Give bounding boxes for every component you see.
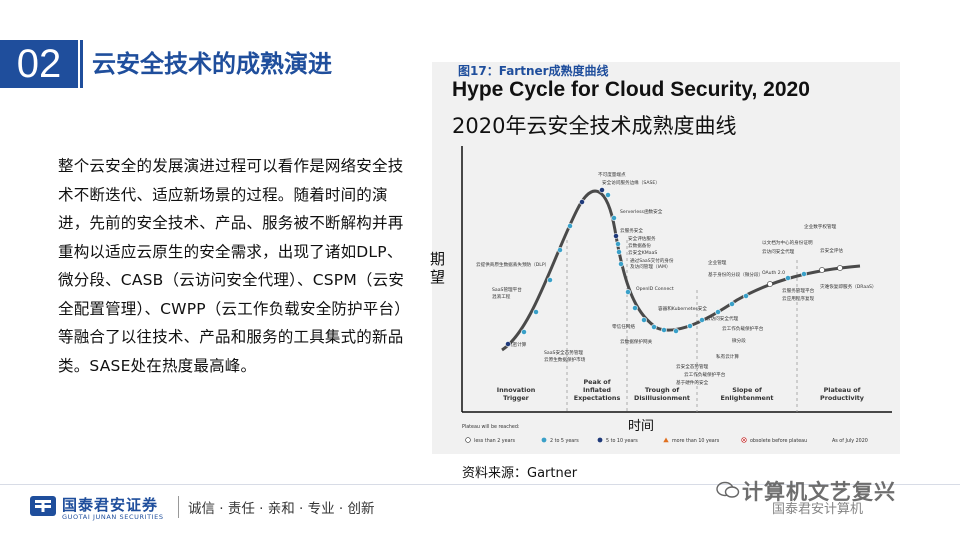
tech-label: 私有云计算 <box>716 353 739 360</box>
footer-slogan: 诚信 · 责任 · 亲和 · 专业 · 创新 <box>188 501 375 517</box>
hype-cycle-diagram: 不可度量端点 安全访问服务边缘（SASE） Serverless函数安全 云服务… <box>461 146 892 444</box>
tech-label: OAuth 2.0 <box>762 270 785 276</box>
tech-label: 企业管理 <box>708 259 727 266</box>
tech-label: 零信任网络 <box>612 323 635 330</box>
section-number: 02 <box>0 40 78 88</box>
section-divider <box>80 40 83 88</box>
tech-label: 云数据备份 <box>628 242 651 249</box>
x-axis-label: 时间 <box>628 419 655 434</box>
tech-label: 云服务管理平台 <box>782 287 815 294</box>
legend-label: 5 to 10 years <box>606 438 638 444</box>
tech-label: 云工作负载保护平台 <box>722 325 764 332</box>
tech-label: 云工作负载保护平台 <box>684 371 726 378</box>
tech-markers <box>505 187 843 347</box>
phase-label: Expectations <box>574 394 621 402</box>
phase-label: Innovation <box>497 386 536 394</box>
wechat-icon <box>716 481 740 498</box>
figure-source: 资料来源：Gartner <box>462 466 578 481</box>
tech-label: SaaS安全态势管理 <box>544 349 583 356</box>
hype-curve <box>501 189 861 352</box>
tech-label: 云原生数据保护市场 <box>544 356 586 363</box>
tech-label: 不可度量端点 <box>598 171 626 178</box>
legend: less than 2 years 2 to 5 years 5 to 10 y… <box>465 437 868 444</box>
tech-label: 云提供商原生数据丢失预防（DLP） <box>476 261 549 268</box>
phase-separators <box>566 240 798 412</box>
tech-label: SaaS管理平台 <box>492 286 522 293</box>
watermark-sub: 国泰君安计算机 <box>772 502 864 517</box>
tech-label: 微分段 <box>732 337 746 344</box>
phase-label: Productivity <box>820 394 865 402</box>
tech-label: 云数据保护网关 <box>620 338 653 345</box>
tech-label: 基于身份的分段（微分段） <box>708 271 763 278</box>
tech-label: 安全访问服务边缘（SASE） <box>602 179 660 186</box>
phase-label: Inflated <box>583 386 611 394</box>
watermark: 计算机文艺复兴 <box>742 480 896 504</box>
legend-marker <box>597 437 603 443</box>
company-logo-icon <box>30 496 56 516</box>
legend-marker <box>541 437 547 443</box>
body-paragraph: 整个云安全的发展演进过程可以看作是网络安全技术不断迭代、适应新场景的过程。随着时… <box>58 157 405 375</box>
tech-label: OpenID Connect <box>636 286 674 292</box>
legend-label: more than 10 years <box>672 438 720 444</box>
legend-marker <box>663 437 669 443</box>
footer-divider <box>0 484 960 485</box>
as-of-label: As of July 2020 <box>832 438 868 444</box>
phase-label: Peak of <box>584 378 611 386</box>
company-name-cn: 国泰君安证券 <box>62 496 159 514</box>
legend-heading: Plateau will be reached: <box>462 424 520 430</box>
legend-label: obsolete before plateau <box>750 438 807 444</box>
tech-label: 云安全评估 <box>820 247 843 254</box>
tech-label: 基于硬件的安全 <box>676 379 709 386</box>
figure-panel <box>432 62 900 454</box>
legend-label: less than 2 years <box>474 438 516 444</box>
figure-caption: 图17：Fartner成熟度曲线 <box>458 64 609 78</box>
tech-label: 安全评估服务 <box>628 235 656 242</box>
tech-label: 企业数字权管理 <box>804 223 837 230</box>
tech-label: 云安全态势管理 <box>676 363 709 370</box>
tech-label: 通过SaaS交付的身份 <box>630 257 674 264</box>
y-axis-label: 期望 <box>430 250 446 286</box>
tech-label: 混淆工程 <box>492 293 511 300</box>
tech-label: Serverless函数安全 <box>620 208 663 215</box>
tech-label: 及访问管理（IAM） <box>630 263 671 270</box>
tech-label: 容器和Kubernetes安全 <box>658 305 707 312</box>
tech-label: 云访问安全代理 <box>762 248 795 255</box>
legend-marker <box>465 437 471 443</box>
phase-label: Slope of <box>732 386 762 394</box>
phase-label: Disillusionment <box>634 394 690 402</box>
figure-title-cn: 2020年云安全技术成熟度曲线 <box>452 114 737 138</box>
company-name-en: GUOTAI JUNAN SECURITIES <box>62 513 164 521</box>
tech-label: 云服务安全 <box>620 227 643 234</box>
phase-label: Trough of <box>645 386 679 394</box>
phase-label: Plateau of <box>824 386 861 394</box>
footer-separator <box>178 496 179 518</box>
tech-label: 以文档为中心的身份证明 <box>762 239 813 246</box>
section-title: 云安全技术的成熟演进 <box>92 50 332 78</box>
tech-label: 云应用程序复现 <box>782 295 815 302</box>
tech-label: 灾难恢复即服务（DRaaS） <box>820 283 877 290</box>
figure-title-en: Hype Cycle for Cloud Security, 2020 <box>452 78 810 101</box>
legend-label: 2 to 5 years <box>550 438 579 444</box>
tech-label: 云安全KMaaS <box>628 249 657 256</box>
phase-label: Enlightenment <box>721 394 774 402</box>
tech-label: 云访问安全代理 <box>706 315 739 322</box>
tech-label: 机密计算 <box>508 341 527 348</box>
phase-label: Trigger <box>503 394 529 402</box>
